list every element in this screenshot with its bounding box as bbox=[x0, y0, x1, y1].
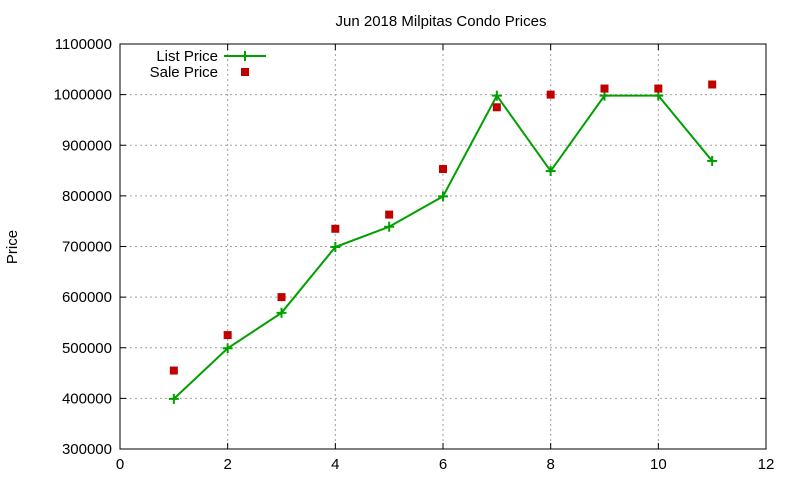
list-price-point bbox=[330, 242, 341, 253]
series-list-price bbox=[168, 90, 718, 404]
x-tick-label: 10 bbox=[650, 456, 667, 473]
sale-price-point bbox=[169, 366, 178, 375]
sale-price-point bbox=[708, 80, 717, 89]
legend-plus-marker bbox=[240, 51, 250, 61]
sale-price-point bbox=[492, 103, 501, 112]
legend-label: Sale Price bbox=[150, 64, 218, 81]
list-price-point bbox=[707, 155, 718, 166]
list-price-point bbox=[168, 393, 179, 404]
sale-price-point bbox=[223, 331, 232, 340]
sale-price-point bbox=[331, 224, 340, 233]
sale-price-point bbox=[439, 165, 447, 174]
list-price-point bbox=[438, 191, 448, 202]
x-tick-label: 8 bbox=[546, 456, 554, 473]
series-layer bbox=[168, 80, 718, 404]
x-tick-label: 4 bbox=[331, 456, 339, 473]
y-tick-label: 400000 bbox=[62, 390, 112, 407]
sale-price-point bbox=[385, 210, 394, 219]
x-tick-label: 0 bbox=[116, 456, 124, 473]
y-tick-label: 1000000 bbox=[54, 87, 112, 104]
x-tick-label: 12 bbox=[758, 456, 775, 473]
y-axis-label: Price bbox=[4, 230, 21, 264]
list-price-point bbox=[384, 221, 395, 232]
list-price-point bbox=[222, 343, 233, 354]
grid-lines bbox=[120, 44, 766, 449]
x-tick-label: 6 bbox=[439, 456, 447, 473]
legend-item-sale-price: Sale Price bbox=[150, 64, 249, 81]
legend-item-list-price: List Price bbox=[156, 48, 266, 65]
chart-title: Jun 2018 Milpitas Condo Prices bbox=[336, 13, 547, 30]
legend-square-marker bbox=[241, 68, 249, 76]
list-price-point bbox=[545, 166, 556, 177]
y-tick-label: 600000 bbox=[62, 289, 112, 306]
x-tick-label: 2 bbox=[223, 456, 231, 473]
list-price-point bbox=[491, 90, 502, 101]
axis-ticks: 0 2 4 6 8 10 12 300000 400000 500000 600000 700000 8… bbox=[54, 36, 775, 473]
sale-price-point bbox=[277, 293, 286, 302]
sale-price-point bbox=[654, 84, 663, 93]
legend-label: List Price bbox=[156, 48, 218, 65]
y-tick-label: 1100000 bbox=[55, 36, 112, 53]
y-tick-label: 300000 bbox=[62, 441, 112, 458]
list-price-point bbox=[276, 307, 287, 318]
series-sale-price bbox=[169, 80, 717, 375]
sale-price-point bbox=[546, 90, 555, 99]
list-price-line bbox=[173, 93, 713, 400]
y-tick-label: 900000 bbox=[62, 137, 112, 154]
y-tick-label: 800000 bbox=[62, 188, 112, 205]
sale-price-point bbox=[600, 84, 609, 93]
y-tick-label: 700000 bbox=[62, 239, 112, 256]
y-tick-label: 500000 bbox=[62, 340, 112, 357]
